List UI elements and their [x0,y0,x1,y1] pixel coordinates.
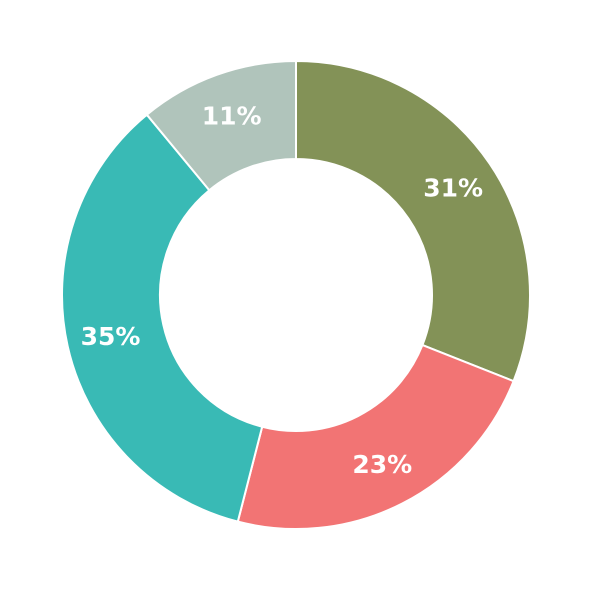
slice-label-1: 23% [352,450,412,479]
labels-layer: 31% 23% 35% 11% [81,102,483,479]
slice-label-0: 31% [423,174,483,203]
slices-layer [61,59,531,530]
slice-label-3: 11% [202,102,262,131]
donut-slice-3 [145,59,297,192]
slice-label-2: 35% [81,322,141,351]
donut-slice-0 [295,59,531,383]
donut-slice-2 [61,113,264,523]
donut-slice-1 [236,343,515,530]
